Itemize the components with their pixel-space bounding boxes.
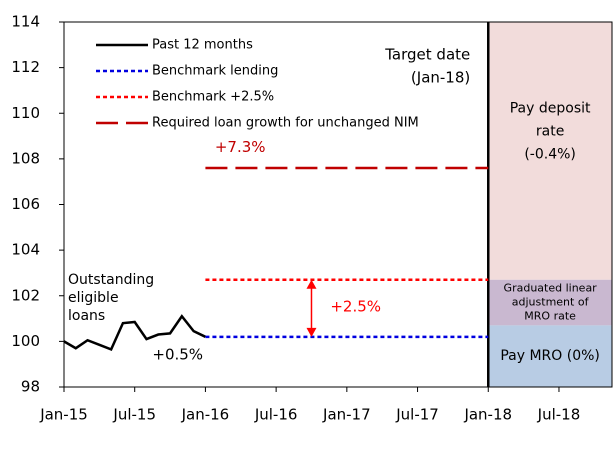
y-tick-label: 100 [11, 332, 40, 350]
target-label: Target date [384, 46, 470, 64]
annotation: +2.5% [330, 298, 381, 316]
y-tick-label: 112 [11, 58, 40, 76]
zone-label: adjustment of [512, 296, 590, 309]
zone-label: (-0.4%) [524, 147, 576, 163]
zone-label: Graduated linear [504, 282, 598, 295]
zone [488, 325, 612, 387]
loans-label: eligible [68, 290, 119, 306]
x-tick-label: Jan-15 [39, 406, 88, 424]
x-tick-label: Jan-18 [463, 406, 512, 424]
zone-label: Pay deposit [510, 101, 591, 117]
y-tick-label: 98 [21, 378, 40, 396]
legend-label: Required loan growth for unchanged NIM [152, 116, 419, 131]
target-label: (Jan-18) [411, 69, 470, 87]
y-tick-label: 114 [11, 13, 40, 31]
y-tick-label: 108 [11, 149, 40, 167]
arrow-head [306, 327, 317, 337]
arrow-head [306, 279, 317, 289]
annotation: +0.5% [152, 346, 203, 364]
zone [488, 22, 612, 280]
zone-label: rate [536, 124, 564, 140]
series-line [63, 314, 206, 351]
zone-label: MRO rate [524, 310, 576, 323]
zone-label: Pay MRO (0%) [500, 348, 600, 364]
y-tick-label: 102 [11, 286, 40, 304]
legend-label: Past 12 months [152, 38, 253, 53]
loans-label: Outstanding [68, 272, 154, 288]
loans-label: loans [68, 308, 105, 324]
x-tick-label: Jan-16 [181, 406, 230, 424]
x-tick-label: Jul-17 [395, 406, 439, 424]
zone [488, 279, 612, 326]
y-tick-label: 106 [11, 195, 40, 213]
y-tick-label: 110 [11, 104, 40, 122]
x-tick-label: Jul-15 [112, 406, 156, 424]
legend-label: Benchmark lending [152, 64, 278, 79]
x-tick-label: Jan-17 [322, 406, 371, 424]
legend-label: Benchmark +2.5% [152, 90, 274, 105]
y-tick-label: 104 [11, 241, 40, 259]
annotation: +7.3% [215, 138, 266, 156]
x-tick-label: Jul-18 [537, 406, 581, 424]
x-tick-label: Jul-16 [254, 406, 298, 424]
